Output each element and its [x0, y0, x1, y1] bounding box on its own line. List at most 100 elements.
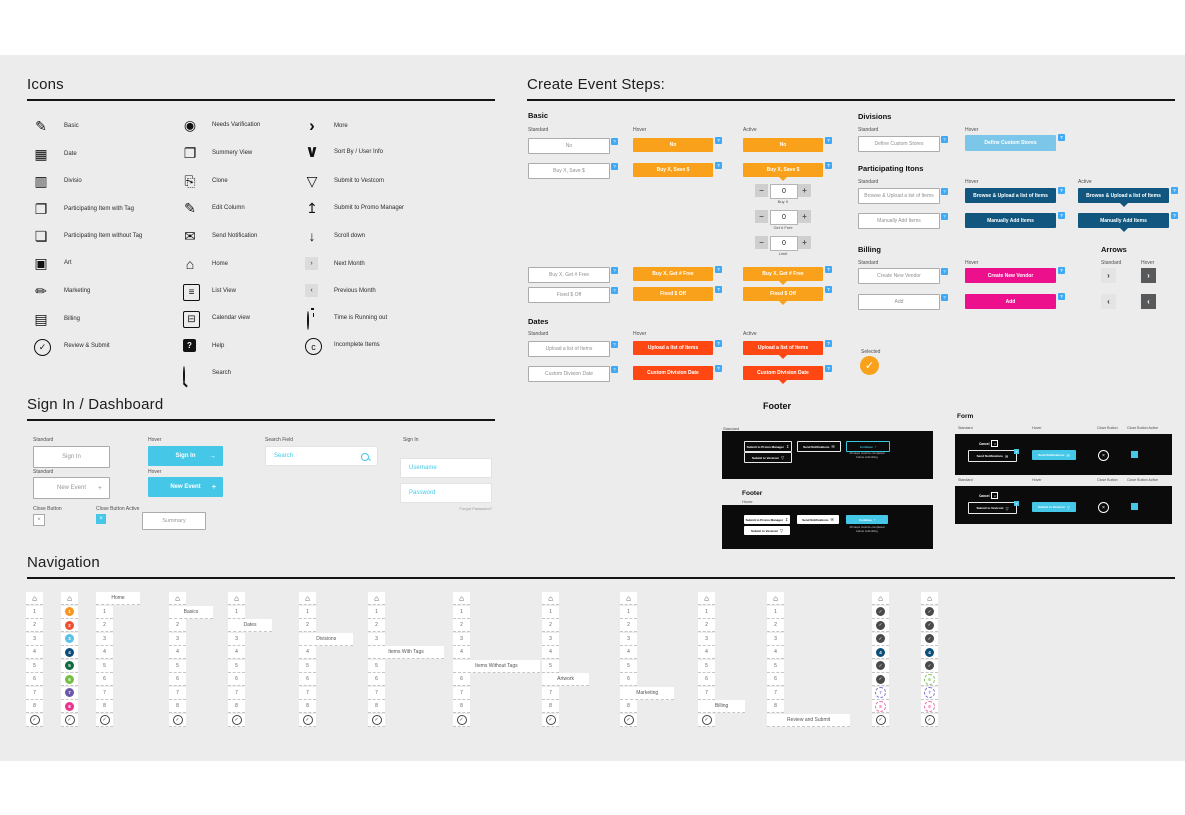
nav-step-review[interactable]: ✓ [228, 713, 245, 727]
basic-step-button-standard[interactable]: Buy X, Save $? [528, 163, 618, 179]
close-button-standard[interactable]: × [33, 514, 45, 526]
nav-step-2[interactable]: 2 [620, 619, 637, 632]
submit-to-promo-manager-button[interactable]: Submit to Promo Manager ↥ [744, 515, 790, 524]
dates-step-button-hover[interactable]: Custom Division Date? [633, 365, 722, 380]
nav-step-2-done[interactable]: ✓ [921, 619, 938, 632]
dates-step-button-standard[interactable]: Custom Division Date? [528, 366, 618, 382]
nav-step-5[interactable]: 5 [26, 659, 43, 673]
basic-step-button-standard[interactable]: Buy X, Get # Free? [528, 267, 618, 283]
nav-step-8[interactable]: 8 [169, 700, 186, 713]
basic-step-button-hover[interactable]: Buy X, Get # Free? [633, 266, 722, 281]
close-button-icon[interactable]: × [1098, 502, 1109, 513]
help-badge[interactable]: ? [1058, 293, 1065, 300]
nav-step-7[interactable]: 7 [26, 686, 43, 700]
nav-step-review[interactable]: ✓ [872, 713, 889, 727]
cancel-mini-button[interactable]: Cancel × [979, 440, 999, 447]
submit-to-vestcom-button[interactable]: Submit to Vestcom ▽ [744, 452, 792, 463]
nav-step-3[interactable]: 3 [228, 632, 245, 646]
nav-step-3[interactable]: 3 [96, 632, 113, 646]
nav-step-7[interactable]: 7 [61, 686, 78, 700]
nav-step-1[interactable]: 1 [299, 605, 316, 619]
nav-step-3-expanded[interactable]: Divisions [299, 632, 354, 646]
nav-step-8[interactable]: 8 [61, 700, 78, 713]
nav-step-6[interactable]: 6 [620, 673, 637, 686]
stepper-plus-button[interactable]: + [798, 210, 811, 223]
nav-step-home[interactable]: ⌂ [767, 592, 784, 605]
nav-step-home[interactable]: ⌂ [921, 592, 938, 605]
nav-step-review[interactable]: ✓ [921, 713, 938, 727]
stepper-value[interactable]: 0 [770, 236, 798, 251]
nav-step-8-todo-pink[interactable]: 8 [921, 700, 938, 713]
help-badge[interactable]: ? [611, 163, 618, 170]
stepper-value[interactable]: 0 [770, 210, 798, 225]
nav-step-1[interactable]: 1 [542, 605, 559, 619]
nav-step-7[interactable]: 7 [767, 686, 784, 700]
nav-step-1[interactable]: 1 [228, 605, 245, 619]
nav-step-1[interactable]: 1 [620, 605, 637, 619]
nav-step-2-expanded[interactable]: Dates [228, 619, 272, 632]
participating-button-standard[interactable]: Browse & Upload a list of Items? [858, 188, 948, 204]
nav-step-6[interactable]: 6 [169, 673, 186, 686]
nav-step-home[interactable]: ⌂ [698, 592, 715, 605]
participating-button-standard[interactable]: Manually Add Items? [858, 213, 948, 229]
nav-step-2[interactable]: 2 [96, 619, 113, 632]
nav-step-2[interactable]: 2 [299, 619, 316, 632]
username-field[interactable]: Username [400, 458, 492, 478]
basic-step-button-hover[interactable]: Fixed $ Off? [633, 286, 722, 301]
help-badge[interactable]: ? [825, 266, 832, 273]
nav-step-5[interactable]: 5 [620, 659, 637, 673]
basic-step-button-standard[interactable]: Fixed $ Off? [528, 287, 618, 303]
nav-step-5[interactable]: 5 [698, 659, 715, 673]
nav-step-3[interactable]: 3 [169, 632, 186, 646]
month-arrow-button-hover[interactable]: › [1141, 268, 1156, 283]
help-badge[interactable]: ? [1171, 212, 1178, 219]
nav-step-8[interactable]: 8 [26, 700, 43, 713]
nav-step-review[interactable]: ✓ [542, 713, 559, 727]
stepper-plus-button[interactable]: + [798, 236, 811, 249]
nav-step-home[interactable]: ⌂ [453, 592, 470, 605]
divisions-button-standard[interactable]: Define Custom Stores? [858, 136, 948, 152]
nav-step-4[interactable]: 4 [228, 646, 245, 659]
nav-step-home[interactable]: ⌂ [872, 592, 889, 605]
help-badge[interactable]: ? [1058, 134, 1065, 141]
nav-step-5[interactable]: 5 [542, 659, 559, 673]
nav-step-5[interactable]: 5 [368, 659, 385, 673]
nav-step-1-done[interactable]: ✓ [921, 605, 938, 619]
nav-step-6[interactable]: 6 [61, 673, 78, 686]
help-badge[interactable]: ? [1058, 212, 1065, 219]
nav-step-review[interactable]: ✓ [453, 713, 470, 727]
nav-step-7-todo-purple[interactable]: 7 [921, 686, 938, 700]
nav-step-review[interactable]: ✓ [698, 713, 715, 727]
nav-step-5[interactable]: 5 [299, 659, 316, 673]
nav-step-review[interactable]: ✓ [620, 713, 637, 727]
nav-step-6-done[interactable]: ✓ [872, 673, 889, 686]
help-badge[interactable]: ? [825, 137, 832, 144]
basic-step-button-standard[interactable]: No? [528, 138, 618, 154]
month-arrow-button-hover[interactable]: ‹ [1141, 294, 1156, 309]
nav-step-4[interactable]: 4 [61, 646, 78, 659]
help-badge[interactable]: ? [611, 287, 618, 294]
nav-step-3[interactable]: 3 [767, 632, 784, 646]
help-badge[interactable]: ? [941, 294, 948, 301]
dates-step-button-active[interactable]: Upload a list of Items? [743, 340, 832, 359]
nav-step-7[interactable]: 7 [698, 686, 715, 700]
nav-step-1[interactable]: 1 [26, 605, 43, 619]
participating-button-active[interactable]: Browse & Upload a list of Items? [1078, 187, 1178, 207]
cancel-mini-button[interactable]: Cancel × [979, 492, 999, 499]
nav-step-5[interactable]: 5 [96, 659, 113, 673]
nav-step-6-todo-green[interactable]: 6 [921, 673, 938, 686]
nav-step-1-done[interactable]: ✓ [872, 605, 889, 619]
help-badge[interactable]: ? [941, 136, 948, 143]
nav-step-3-done[interactable]: ✓ [921, 632, 938, 646]
nav-step-1[interactable]: 1 [368, 605, 385, 619]
nav-step-5[interactable]: 5 [228, 659, 245, 673]
nav-step-review[interactable]: ✓ [169, 713, 186, 727]
nav-step-6[interactable]: 6 [299, 673, 316, 686]
close-button-active[interactable] [1131, 451, 1138, 458]
continue-button[interactable]: Continue › [846, 441, 890, 452]
participating-button-active[interactable]: Manually Add Items? [1078, 212, 1178, 232]
help-badge[interactable]: ? [611, 267, 618, 274]
close-button-active[interactable]: × [96, 514, 106, 524]
selected-check-circle[interactable]: ✓ [860, 356, 879, 375]
nav-step-2[interactable]: 2 [453, 619, 470, 632]
